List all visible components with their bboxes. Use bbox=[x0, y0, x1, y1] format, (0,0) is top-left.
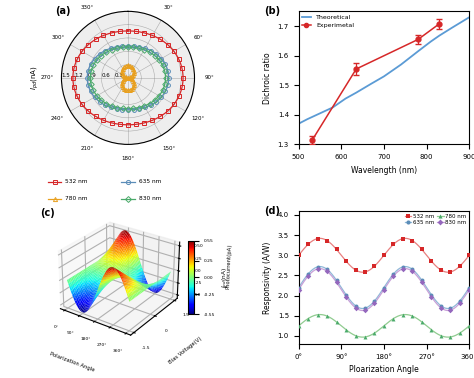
Point bbox=[418, 246, 426, 253]
Point bbox=[352, 333, 359, 339]
Point bbox=[418, 319, 426, 325]
Point bbox=[371, 298, 378, 304]
Point bbox=[314, 266, 321, 272]
Point bbox=[456, 300, 464, 306]
Point bbox=[314, 312, 321, 318]
Point bbox=[352, 303, 359, 309]
Legend: 532 nm, 635 nm, 780 nm, 830 nm: 532 nm, 635 nm, 780 nm, 830 nm bbox=[404, 214, 466, 225]
Point bbox=[323, 266, 331, 273]
Point bbox=[456, 263, 464, 269]
Point bbox=[295, 323, 302, 329]
Point bbox=[295, 287, 302, 293]
Point bbox=[314, 235, 321, 242]
Point bbox=[380, 323, 388, 329]
Point bbox=[399, 312, 407, 318]
Point bbox=[399, 235, 407, 242]
Point bbox=[428, 292, 435, 298]
Point bbox=[428, 258, 435, 264]
X-axis label: Polarization Angle: Polarization Angle bbox=[49, 351, 96, 372]
Point bbox=[304, 242, 312, 248]
Point bbox=[352, 305, 359, 311]
Point bbox=[333, 246, 340, 253]
Point bbox=[437, 305, 445, 311]
Point bbox=[447, 305, 454, 311]
Text: (a): (a) bbox=[55, 6, 70, 16]
Text: 532 nm: 532 nm bbox=[65, 179, 88, 184]
Point bbox=[465, 285, 473, 291]
Point bbox=[447, 307, 454, 313]
Point bbox=[295, 285, 302, 291]
Point bbox=[390, 316, 397, 322]
Y-axis label: Responsivity (A/W): Responsivity (A/W) bbox=[263, 241, 272, 314]
Point bbox=[371, 330, 378, 336]
Point bbox=[333, 279, 340, 285]
Point bbox=[409, 238, 416, 244]
Point bbox=[323, 313, 331, 319]
Point bbox=[465, 323, 473, 329]
Point bbox=[342, 327, 350, 333]
Point bbox=[437, 303, 445, 309]
Point bbox=[399, 264, 407, 270]
Text: $I_{pd}$(nA): $I_{pd}$(nA) bbox=[29, 65, 41, 90]
Point bbox=[342, 258, 350, 264]
Point bbox=[304, 271, 312, 277]
Point bbox=[456, 298, 464, 304]
Point bbox=[304, 273, 312, 279]
Point bbox=[361, 305, 369, 311]
X-axis label: Ploarization Angle: Ploarization Angle bbox=[349, 365, 419, 374]
Point bbox=[323, 268, 331, 274]
Point bbox=[399, 266, 407, 272]
Point bbox=[371, 263, 378, 269]
Y-axis label: Dichroic ratio: Dichroic ratio bbox=[263, 52, 272, 104]
Point bbox=[380, 285, 388, 291]
Point bbox=[380, 287, 388, 293]
Point bbox=[418, 277, 426, 284]
Text: (d): (d) bbox=[264, 206, 281, 215]
X-axis label: Wavelength (nm): Wavelength (nm) bbox=[351, 166, 417, 175]
Point bbox=[437, 333, 445, 339]
Point bbox=[314, 264, 321, 270]
Text: (b): (b) bbox=[264, 6, 281, 16]
Text: 635 nm: 635 nm bbox=[138, 179, 161, 184]
Y-axis label: Bias Voltage(V): Bias Voltage(V) bbox=[168, 336, 203, 365]
Point bbox=[428, 294, 435, 300]
Text: 780 nm: 780 nm bbox=[65, 197, 88, 201]
Point bbox=[409, 266, 416, 273]
Point bbox=[295, 252, 302, 258]
Point bbox=[447, 269, 454, 275]
Point bbox=[409, 313, 416, 319]
Point bbox=[418, 279, 426, 285]
Point bbox=[380, 252, 388, 258]
Point bbox=[390, 271, 397, 277]
Point bbox=[465, 287, 473, 293]
Point bbox=[390, 242, 397, 248]
Point bbox=[361, 269, 369, 275]
Point bbox=[323, 238, 331, 244]
Point bbox=[428, 327, 435, 333]
Point bbox=[390, 273, 397, 279]
Text: 830 nm: 830 nm bbox=[138, 197, 161, 201]
Point bbox=[304, 316, 312, 322]
Point bbox=[447, 334, 454, 340]
Text: (c): (c) bbox=[41, 208, 55, 218]
Point bbox=[371, 300, 378, 306]
Point bbox=[456, 330, 464, 336]
Point bbox=[342, 294, 350, 300]
Point bbox=[409, 268, 416, 274]
Point bbox=[333, 277, 340, 284]
Point bbox=[352, 267, 359, 273]
Legend: Theoretical, Experimetal: Theoretical, Experimetal bbox=[302, 14, 354, 28]
Point bbox=[437, 267, 445, 273]
Point bbox=[465, 252, 473, 258]
Y-axis label: $I_{pd}$(nA): $I_{pd}$(nA) bbox=[220, 267, 231, 288]
Point bbox=[361, 334, 369, 340]
Point bbox=[342, 292, 350, 298]
Point bbox=[333, 319, 340, 325]
Point bbox=[361, 307, 369, 313]
